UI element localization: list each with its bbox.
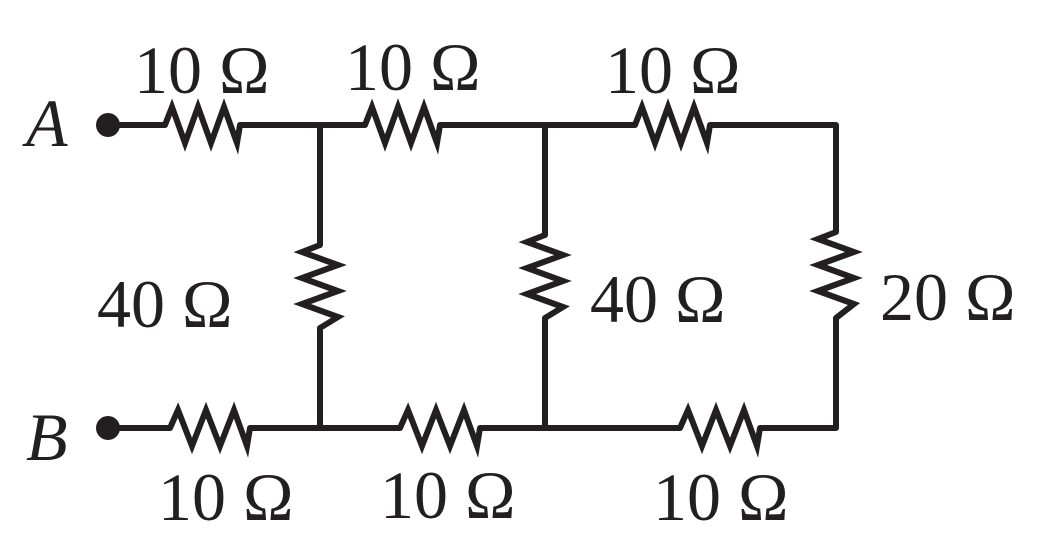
label-bottom-right: 10 Ω [653,459,789,535]
resistor-bottom-middle [397,401,483,458]
label-top-left: 10 Ω [134,32,270,108]
resistor-shunt-right [809,229,863,321]
resistor-top-right [632,98,713,155]
label-bottom-left: 10 Ω [158,459,294,535]
top-rail [105,122,839,235]
label-shunt-right: 20 Ω [880,259,1016,335]
node-label-a: A [22,85,68,161]
bottom-rail [105,315,839,431]
node-label-b: B [26,399,68,475]
resistor-top-middle [362,98,443,155]
label-top-right: 10 Ω [605,32,741,108]
label-shunt-middle: 40 Ω [590,261,726,337]
resistor-shunt-left [293,242,347,331]
resistor-top-left [162,98,243,155]
resistor-bottom-left [167,401,253,458]
label-shunt-left: 40 Ω [97,266,233,342]
resistor-bottom-right [677,401,763,458]
vertical-branches [317,122,548,431]
label-top-middle: 10 Ω [345,29,481,105]
label-bottom-middle: 10 Ω [380,457,516,533]
resistor-shunt-middle [518,232,572,321]
